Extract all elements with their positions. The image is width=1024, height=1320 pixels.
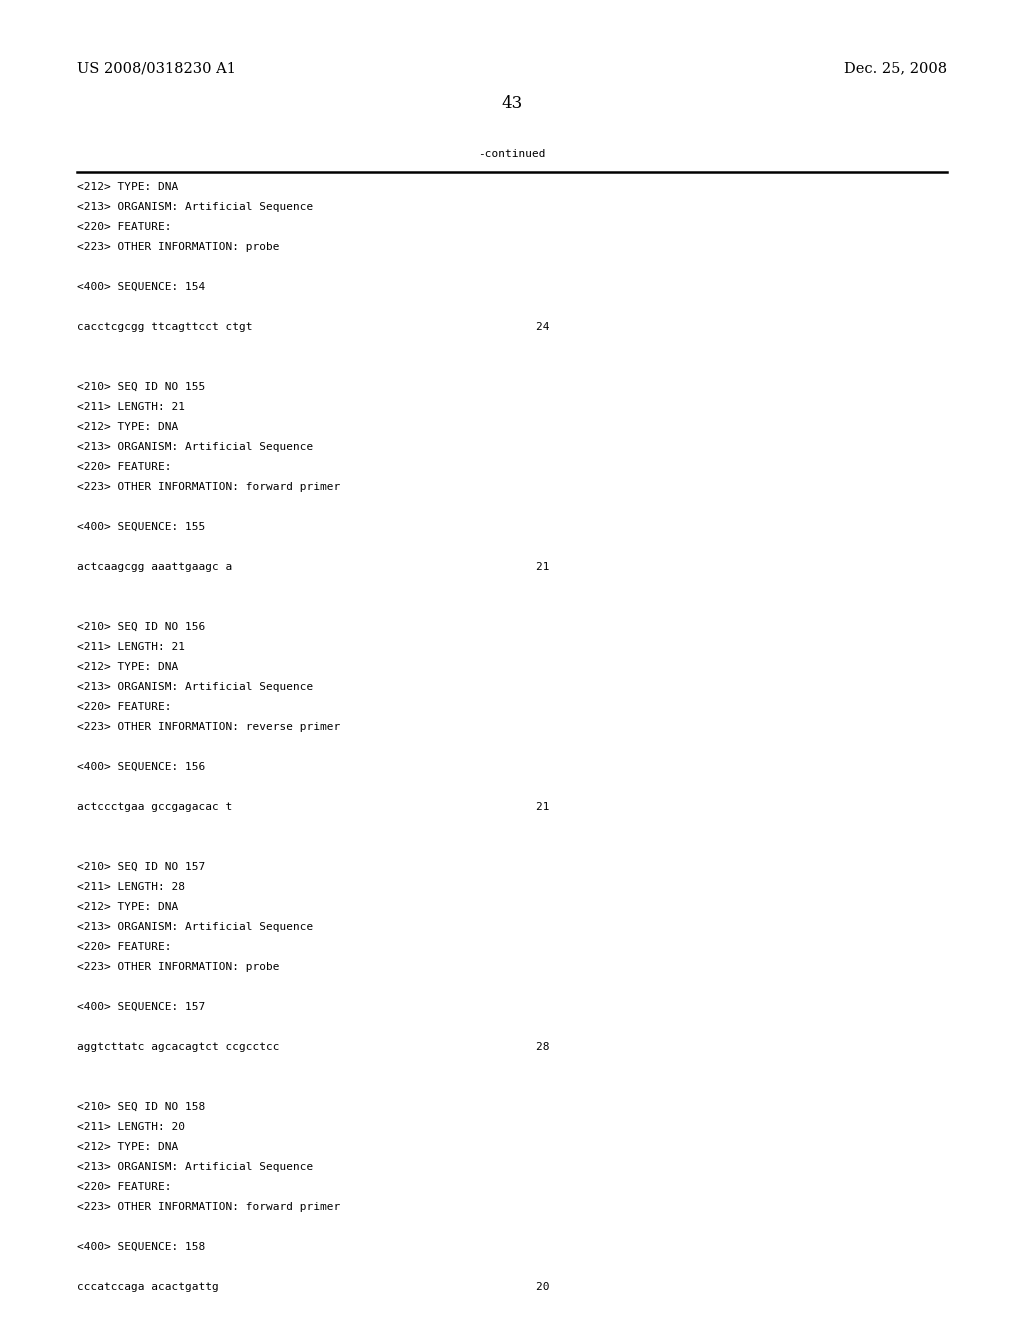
Text: <400> SEQUENCE: 155: <400> SEQUENCE: 155 xyxy=(77,523,205,532)
Text: <211> LENGTH: 21: <211> LENGTH: 21 xyxy=(77,642,184,652)
Text: <210> SEQ ID NO 157: <210> SEQ ID NO 157 xyxy=(77,862,205,873)
Text: <211> LENGTH: 21: <211> LENGTH: 21 xyxy=(77,403,184,412)
Text: actcaagcgg aaattgaagc a                                             21: actcaagcgg aaattgaagc a 21 xyxy=(77,562,549,572)
Text: <223> OTHER INFORMATION: forward primer: <223> OTHER INFORMATION: forward primer xyxy=(77,482,340,492)
Text: -continued: -continued xyxy=(478,149,546,160)
Text: <220> FEATURE:: <220> FEATURE: xyxy=(77,1183,171,1192)
Text: <212> TYPE: DNA: <212> TYPE: DNA xyxy=(77,902,178,912)
Text: <210> SEQ ID NO 156: <210> SEQ ID NO 156 xyxy=(77,622,205,632)
Text: <212> TYPE: DNA: <212> TYPE: DNA xyxy=(77,422,178,432)
Text: <223> OTHER INFORMATION: probe: <223> OTHER INFORMATION: probe xyxy=(77,242,280,252)
Text: aggtcttatc agcacagtct ccgcctcc                                      28: aggtcttatc agcacagtct ccgcctcc 28 xyxy=(77,1041,549,1052)
Text: <213> ORGANISM: Artificial Sequence: <213> ORGANISM: Artificial Sequence xyxy=(77,442,313,453)
Text: <211> LENGTH: 20: <211> LENGTH: 20 xyxy=(77,1122,184,1133)
Text: US 2008/0318230 A1: US 2008/0318230 A1 xyxy=(77,61,236,75)
Text: <212> TYPE: DNA: <212> TYPE: DNA xyxy=(77,182,178,193)
Text: cacctcgcgg ttcagttcct ctgt                                          24: cacctcgcgg ttcagttcct ctgt 24 xyxy=(77,322,549,333)
Text: <220> FEATURE:: <220> FEATURE: xyxy=(77,462,171,473)
Text: Dec. 25, 2008: Dec. 25, 2008 xyxy=(844,61,947,75)
Text: <213> ORGANISM: Artificial Sequence: <213> ORGANISM: Artificial Sequence xyxy=(77,923,313,932)
Text: <210> SEQ ID NO 158: <210> SEQ ID NO 158 xyxy=(77,1102,205,1111)
Text: <400> SEQUENCE: 158: <400> SEQUENCE: 158 xyxy=(77,1242,205,1253)
Text: cccatccaga acactgattg                                               20: cccatccaga acactgattg 20 xyxy=(77,1282,549,1292)
Text: <211> LENGTH: 28: <211> LENGTH: 28 xyxy=(77,882,184,892)
Text: <223> OTHER INFORMATION: reverse primer: <223> OTHER INFORMATION: reverse primer xyxy=(77,722,340,733)
Text: <220> FEATURE:: <220> FEATURE: xyxy=(77,222,171,232)
Text: <400> SEQUENCE: 157: <400> SEQUENCE: 157 xyxy=(77,1002,205,1012)
Text: <213> ORGANISM: Artificial Sequence: <213> ORGANISM: Artificial Sequence xyxy=(77,1162,313,1172)
Text: actccctgaa gccgagacac t                                             21: actccctgaa gccgagacac t 21 xyxy=(77,803,549,812)
Text: <212> TYPE: DNA: <212> TYPE: DNA xyxy=(77,663,178,672)
Text: <220> FEATURE:: <220> FEATURE: xyxy=(77,702,171,711)
Text: <210> SEQ ID NO 155: <210> SEQ ID NO 155 xyxy=(77,383,205,392)
Text: <213> ORGANISM: Artificial Sequence: <213> ORGANISM: Artificial Sequence xyxy=(77,202,313,213)
Text: <212> TYPE: DNA: <212> TYPE: DNA xyxy=(77,1142,178,1152)
Text: <220> FEATURE:: <220> FEATURE: xyxy=(77,942,171,952)
Text: <400> SEQUENCE: 154: <400> SEQUENCE: 154 xyxy=(77,282,205,292)
Text: <213> ORGANISM: Artificial Sequence: <213> ORGANISM: Artificial Sequence xyxy=(77,682,313,692)
Text: 43: 43 xyxy=(502,95,522,112)
Text: <223> OTHER INFORMATION: probe: <223> OTHER INFORMATION: probe xyxy=(77,962,280,972)
Text: <223> OTHER INFORMATION: forward primer: <223> OTHER INFORMATION: forward primer xyxy=(77,1203,340,1212)
Text: <400> SEQUENCE: 156: <400> SEQUENCE: 156 xyxy=(77,762,205,772)
